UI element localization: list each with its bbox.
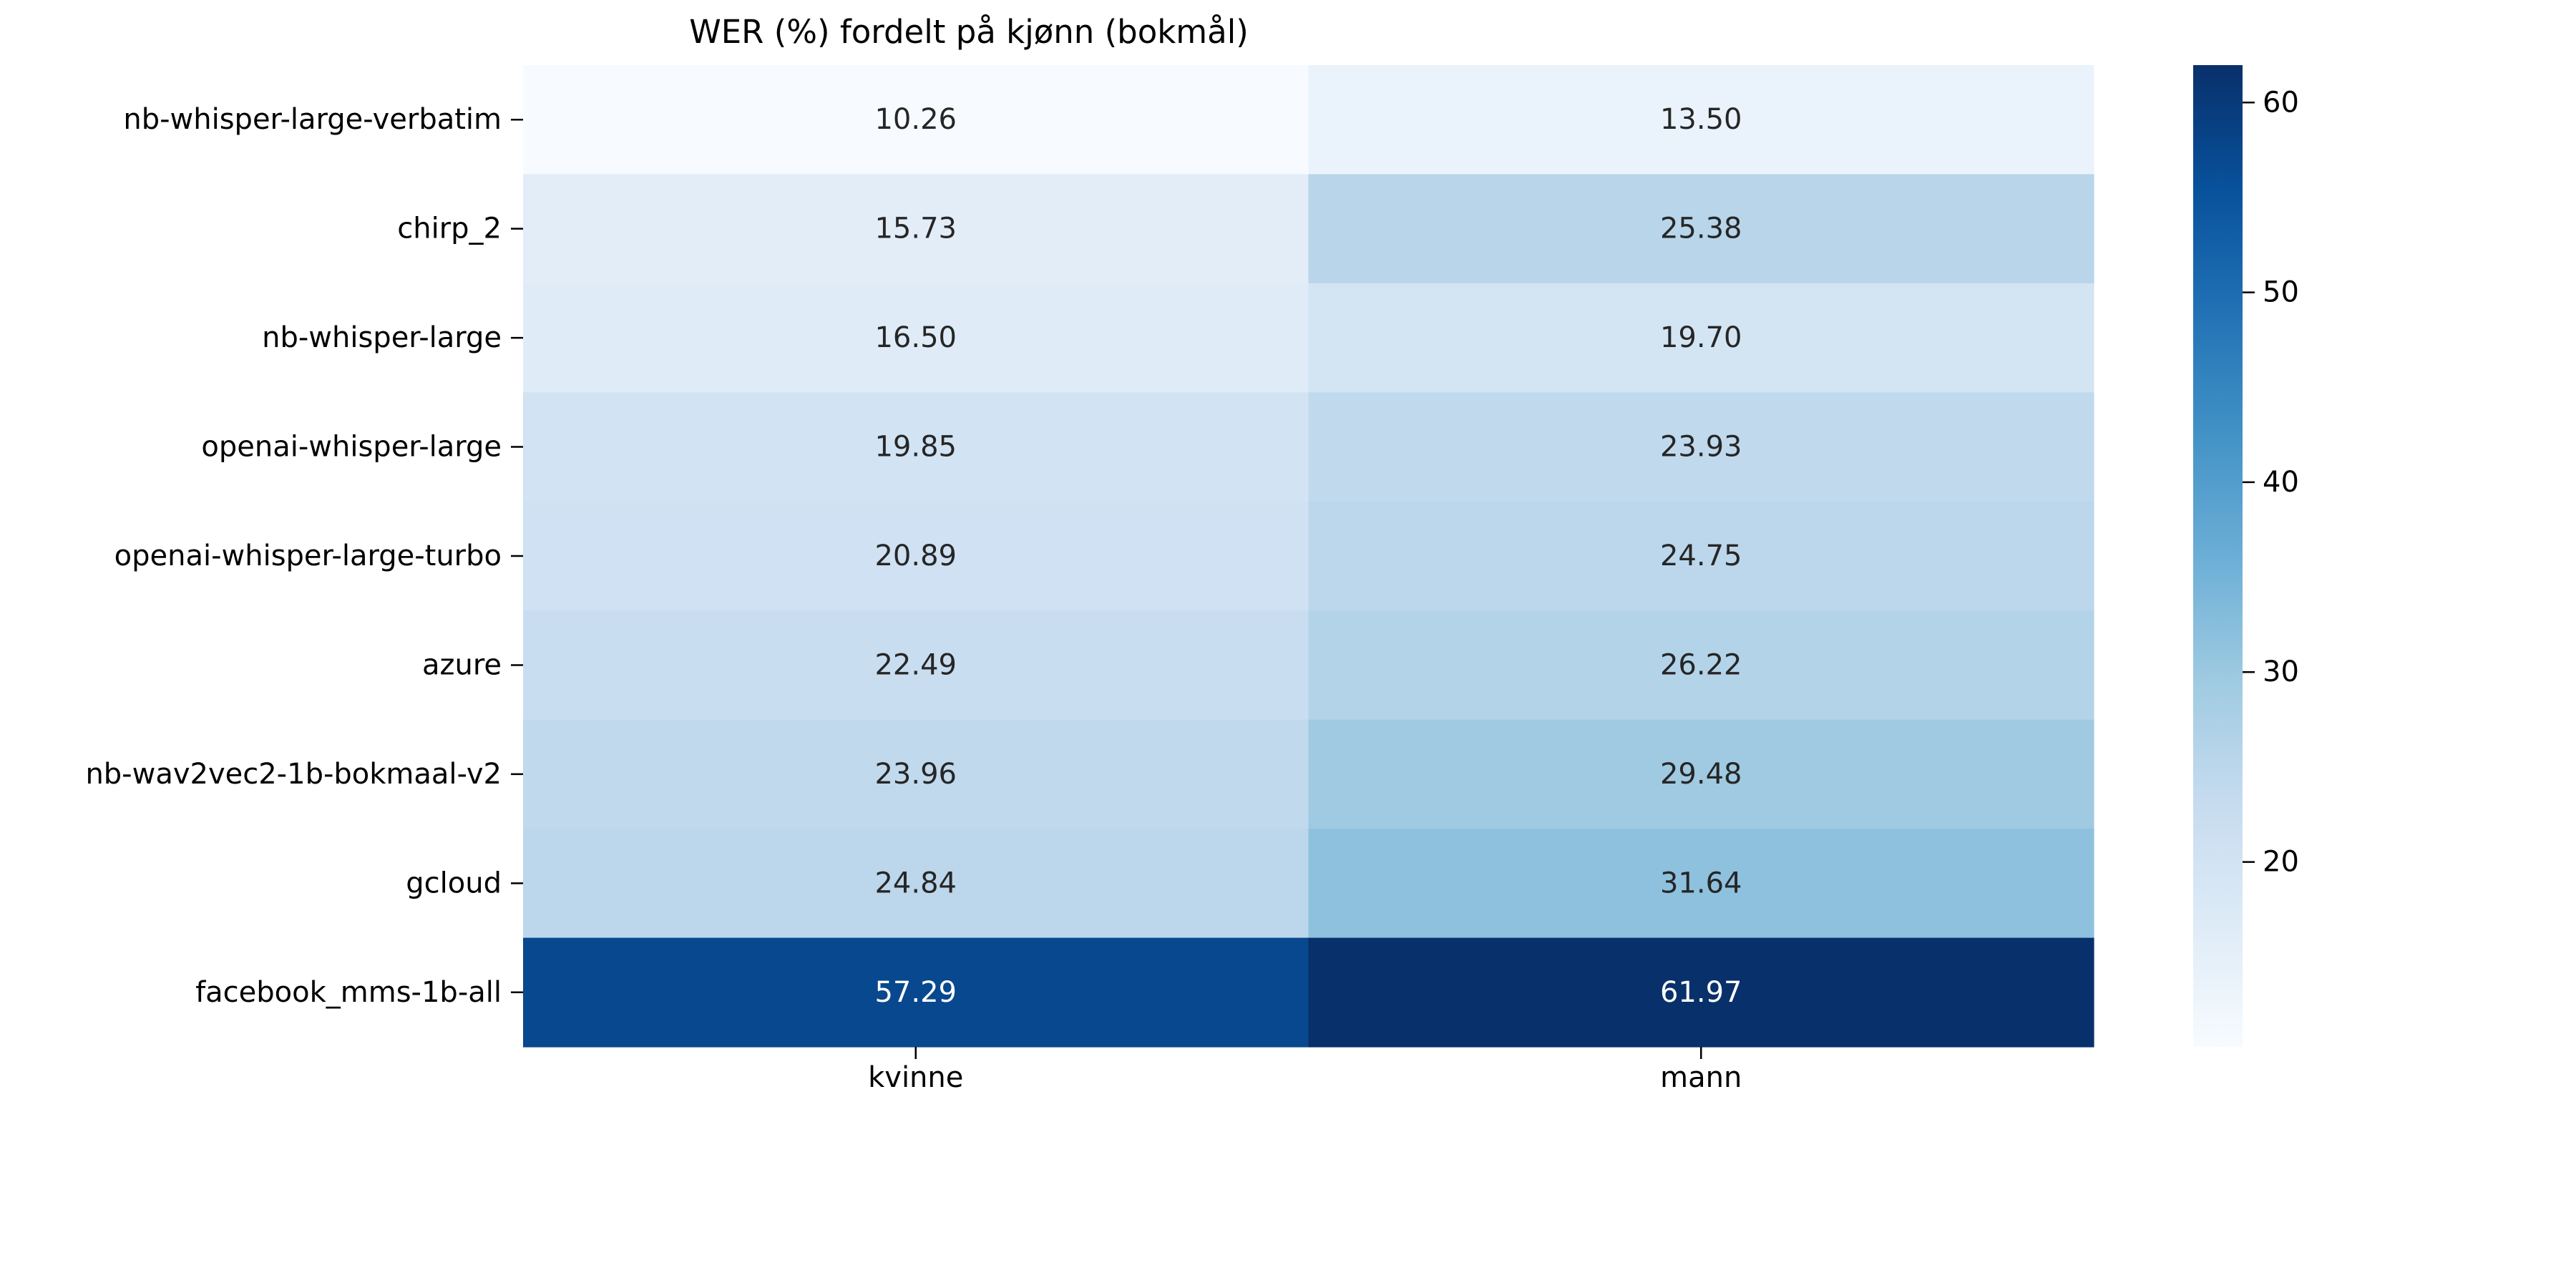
cell-value-label: 23.93 xyxy=(1660,431,1742,464)
y-tick-label: nb-whisper-large-verbatim xyxy=(123,103,502,136)
heatmap-cell xyxy=(523,283,1309,393)
cell-value-label: 10.26 xyxy=(874,103,957,136)
y-tick-label: facebook_mms-1b-all xyxy=(195,976,502,1009)
cell-value-label: 24.84 xyxy=(874,867,957,899)
heatmap-cell xyxy=(523,719,1309,829)
heatmap-cell xyxy=(1308,937,2094,1048)
x-tick-label: kvinne xyxy=(868,1061,963,1094)
cell-value-label: 24.75 xyxy=(1660,540,1742,572)
cell-value-label: 19.85 xyxy=(874,431,957,464)
y-tick-label: chirp_2 xyxy=(397,213,502,245)
colorbar-gradient xyxy=(2193,65,2243,1047)
heatmap-cells xyxy=(523,65,2094,1048)
cell-value-label: 16.50 xyxy=(874,321,957,354)
heatmap-cell xyxy=(1308,174,2094,284)
y-axis: nb-whisper-large-verbatim chirp_2 nb-whisp… xyxy=(85,103,523,1009)
cell-value-label: 22.49 xyxy=(874,648,957,681)
cell-value-label: 20.89 xyxy=(874,540,957,572)
colorbar-tick-label: 30 xyxy=(2263,655,2299,688)
heatmap-cell xyxy=(523,610,1309,721)
colorbar-tick-label: 60 xyxy=(2263,86,2299,119)
cell-value-label: 13.50 xyxy=(1660,103,1742,136)
cell-value-label: 19.70 xyxy=(1660,321,1742,354)
heatmap-cell xyxy=(523,829,1309,939)
y-tick-label: openai-whisper-large xyxy=(201,431,502,464)
cell-value-label: 26.22 xyxy=(1660,648,1742,681)
heatmap-cell xyxy=(1308,501,2094,611)
cell-value-label: 15.73 xyxy=(874,213,957,245)
cell-value-labels: 10.26 13.50 15.73 25.38 16.50 19.70 19.85 23.93… xyxy=(874,103,1742,1009)
heatmap-cell xyxy=(1308,610,2094,721)
y-tick-label: nb-wav2vec2-1b-bokmaal-v2 xyxy=(85,758,502,791)
cell-value-label: 29.48 xyxy=(1660,758,1742,791)
heatmap-cell xyxy=(1308,719,2094,829)
heatmap-cell xyxy=(1308,829,2094,939)
heatmap-cell xyxy=(1308,283,2094,393)
colorbar-tick-label: 50 xyxy=(2263,276,2299,309)
cell-value-label: 23.96 xyxy=(874,758,957,791)
heatmap-cell xyxy=(523,392,1309,502)
colorbar: 20 30 40 50 60 xyxy=(2193,65,2299,1047)
colorbar-tick-label: 40 xyxy=(2263,466,2299,499)
x-axis: kvinne mann xyxy=(868,1047,1742,1094)
colorbar-ticks: 20 30 40 50 60 xyxy=(2243,86,2299,879)
cell-value-label: 61.97 xyxy=(1660,976,1742,1009)
heatmap-cell xyxy=(523,937,1309,1048)
colorbar-tick-label: 20 xyxy=(2263,846,2299,879)
heatmap-cell xyxy=(1308,392,2094,502)
y-tick-label: gcloud xyxy=(406,867,502,899)
x-tick-label: mann xyxy=(1660,1061,1742,1094)
cell-value-label: 57.29 xyxy=(874,976,957,1009)
chart-title: WER (%) fordelt på kjønn (bokmål) xyxy=(689,13,1249,51)
heatmap-cell xyxy=(523,174,1309,284)
cell-value-label: 31.64 xyxy=(1660,867,1742,899)
heatmap-cell xyxy=(1308,65,2094,175)
heatmap-cell xyxy=(523,65,1309,175)
y-tick-label: openai-whisper-large-turbo xyxy=(114,540,502,572)
cell-value-label: 25.38 xyxy=(1660,213,1742,245)
heatmap-cell xyxy=(523,501,1309,611)
y-tick-label: azure xyxy=(422,648,502,681)
y-tick-label: nb-whisper-large xyxy=(262,321,502,354)
